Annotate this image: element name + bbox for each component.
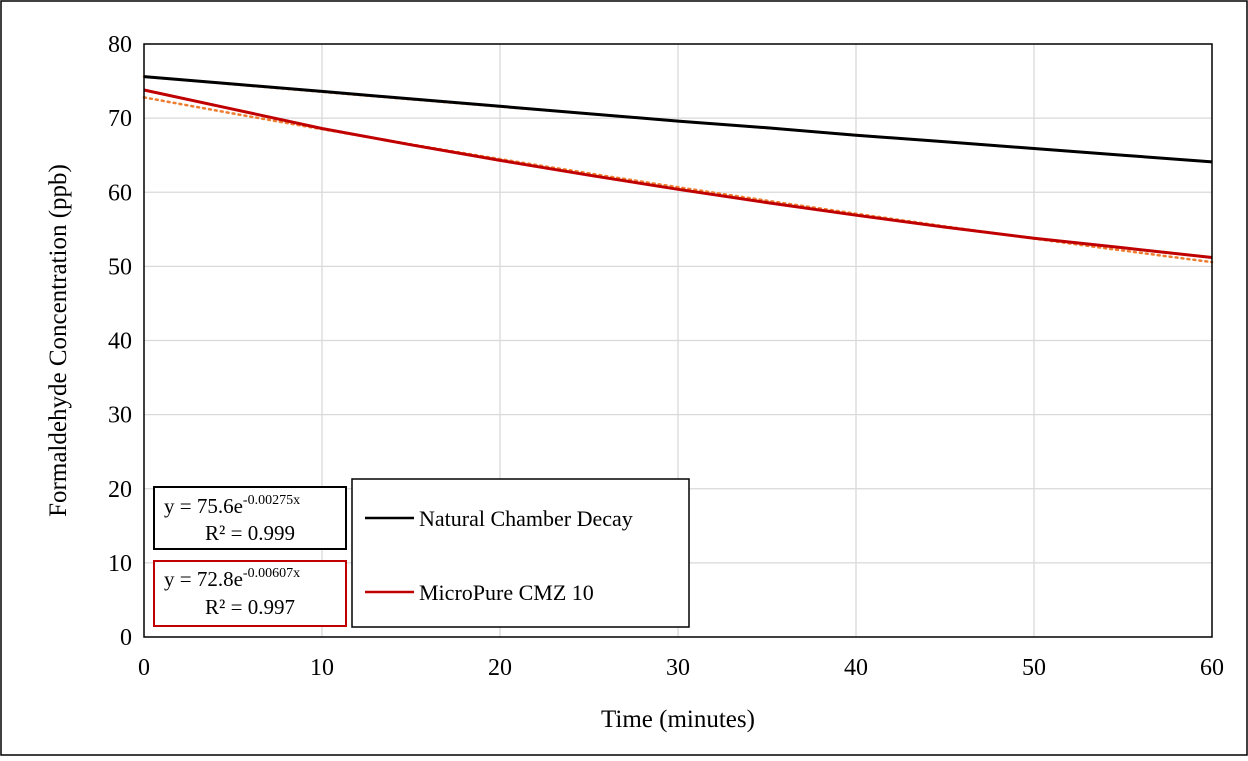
equation-natural-exponent: -0.00275x xyxy=(243,493,300,508)
svg-text:y = 75.6e-0.00275x: y = 75.6e-0.00275x xyxy=(164,493,300,518)
r2-natural: R² = 0.999 xyxy=(205,521,295,545)
x-axis-title: Time (minutes) xyxy=(601,706,755,733)
tick-label-layer: 0 10 20 30 40 50 60 70 80 0 10 20 30 40 50 60 xyxy=(108,32,1224,681)
y-tick-label: 50 xyxy=(108,254,132,280)
y-tick-label: 40 xyxy=(108,329,132,355)
x-tick-label: 60 xyxy=(1200,655,1224,681)
equation-micropure-base: y = 72.8e xyxy=(164,567,243,591)
y-axis-title: Formaldehyde Concentration (ppb) xyxy=(45,164,72,517)
x-tick-label: 0 xyxy=(138,655,150,681)
y-tick-label: 20 xyxy=(108,477,132,503)
y-tick-label: 60 xyxy=(108,180,132,206)
equation-natural-base: y = 75.6e xyxy=(164,494,243,518)
legend: Natural Chamber Decay MicroPure CMZ 10 xyxy=(351,478,690,628)
x-tick-label: 40 xyxy=(844,655,868,681)
x-tick-label: 30 xyxy=(666,655,690,681)
y-tick-label: 70 xyxy=(108,106,132,132)
y-tick-label: 10 xyxy=(108,551,132,577)
legend-label-natural: Natural Chamber Decay xyxy=(419,506,633,531)
svg-text:y = 72.8e-0.00607x: y = 72.8e-0.00607x xyxy=(164,566,300,591)
x-tick-label: 10 xyxy=(310,655,334,681)
series-layer xyxy=(143,75,1213,259)
plot-area-border xyxy=(143,43,1213,638)
legend-box xyxy=(351,478,690,628)
equation-micropure-exponent: -0.00607x xyxy=(243,566,300,581)
series-line-1 xyxy=(143,88,1213,259)
y-tick-label: 30 xyxy=(108,403,132,429)
legend-label-micropure: MicroPure CMZ 10 xyxy=(419,580,594,605)
x-tick-label: 20 xyxy=(488,655,512,681)
r2-micropure: R² = 0.997 xyxy=(205,595,295,619)
y-tick-label: 0 xyxy=(120,625,132,651)
x-tick-label: 50 xyxy=(1022,655,1046,681)
y-tick-label: 80 xyxy=(108,32,132,58)
series-line-0 xyxy=(143,75,1213,164)
equation-box-micropure: y = 72.8e-0.00607x R² = 0.997 xyxy=(153,560,347,627)
equation-box-natural: y = 75.6e-0.00275x R² = 0.999 xyxy=(153,486,347,550)
